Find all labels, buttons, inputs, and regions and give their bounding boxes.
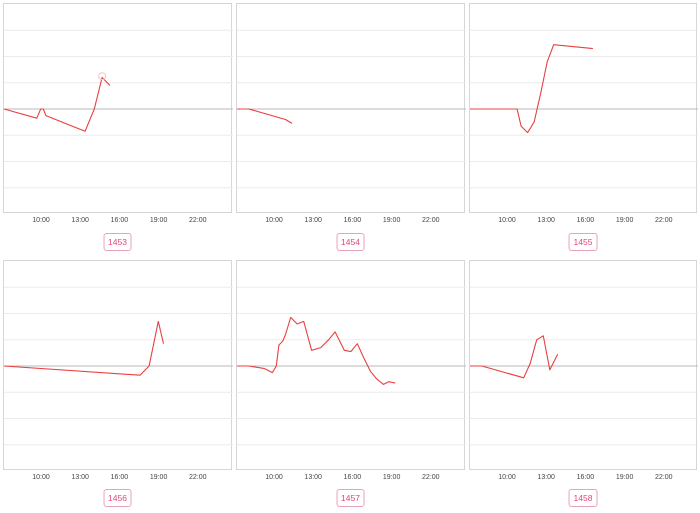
x-tick-label: 16:00 [110,217,129,224]
x-tick-label: 22:00 [655,217,673,224]
x-tick-label: 19:00 [149,474,168,481]
x-tick-label: 10:00 [32,474,50,481]
x-tick-label: 22:00 [655,474,673,481]
x-tick-label: 22:00 [422,217,440,224]
x-tick-label: 13:00 [71,474,89,481]
chart-svg [470,286,698,446]
x-tick-label: 13:00 [71,217,89,224]
x-tick-label: 13:00 [304,217,322,224]
x-tick-label: 10:00 [32,217,50,224]
x-tick-label: 16:00 [576,474,595,481]
chart-label-badge[interactable]: 1454 [336,233,365,251]
chart-panel-1457 [236,260,466,470]
x-tick-label: 22:00 [189,217,207,224]
x-tick-label: 19:00 [382,217,401,224]
x-tick-label: 13:00 [537,217,555,224]
x-tick-label: 19:00 [149,217,168,224]
x-tick-label: 19:00 [615,217,634,224]
series-line [3,320,165,376]
chart-svg [470,29,698,189]
chart-panel-1453 [3,3,233,213]
x-tick-label: 16:00 [110,474,129,481]
chart-label-badge[interactable]: 1456 [103,489,132,507]
chart-svg [237,29,466,189]
series-line [237,316,396,385]
series-line [237,108,293,124]
x-tick-label: 22:00 [189,474,207,481]
chart-label-badge[interactable]: 1457 [336,489,365,507]
chart-label-badge[interactable]: 1455 [568,233,598,251]
x-tick-label: 10:00 [265,474,283,481]
x-tick-label: 19:00 [615,474,634,481]
chart-panel-1454 [236,3,466,213]
x-tick-label: 16:00 [343,217,362,224]
chart-label-badge[interactable]: 1453 [103,233,132,251]
x-tick-label: 10:00 [498,474,516,481]
x-tick-label: 13:00 [537,474,555,481]
x-tick-label: 22:00 [422,474,440,481]
chart-svg [3,286,233,446]
hover-marker [98,72,107,81]
chart-svg [3,29,233,189]
series-line [470,335,559,379]
chart-panel-1458 [469,260,698,470]
x-tick-label: 13:00 [304,474,322,481]
x-tick-label: 10:00 [498,217,516,224]
chart-panel-1455 [469,3,698,213]
chart-label-badge[interactable]: 1458 [568,489,598,507]
chart-svg [237,286,466,446]
x-tick-label: 10:00 [265,217,283,224]
x-tick-label: 16:00 [343,474,362,481]
series-line [470,44,593,134]
chart-panel-1456 [3,260,233,470]
series-line [3,76,111,132]
x-tick-label: 16:00 [576,217,595,224]
x-tick-label: 19:00 [382,474,401,481]
